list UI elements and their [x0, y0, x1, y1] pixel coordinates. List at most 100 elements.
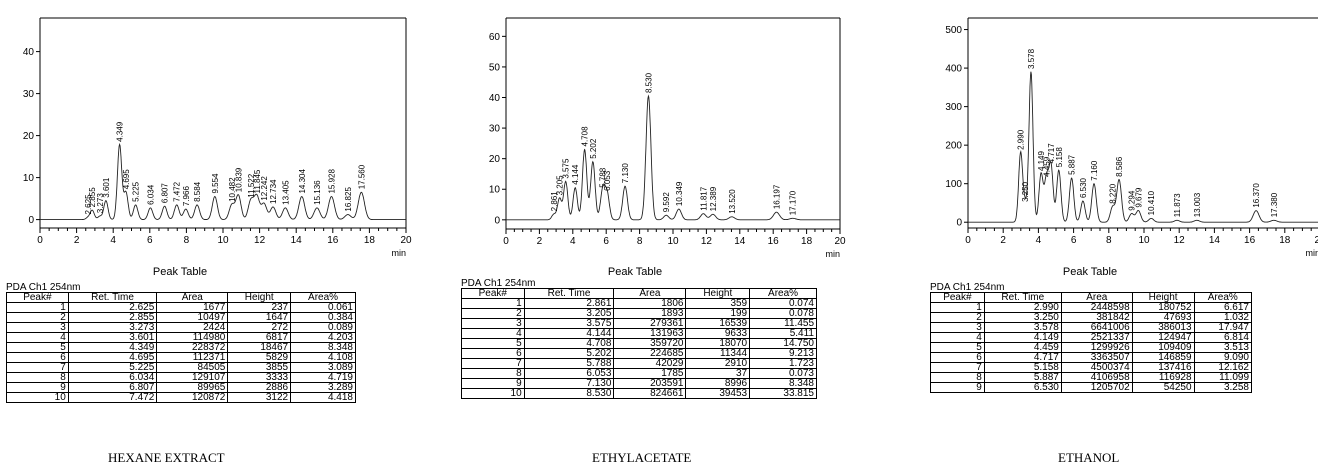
peak-label: 13.520	[728, 189, 737, 214]
table-cell: 2910	[685, 358, 751, 369]
table-cell: 3363507	[1060, 352, 1133, 363]
table-row: 6 4.695 112371 5829 4.108	[6, 352, 356, 363]
peak-label: 14.304	[298, 168, 307, 193]
peak-label: 3.575	[562, 158, 571, 179]
table-cell: 3.205	[523, 308, 615, 319]
table-cell: 4.349	[67, 342, 158, 353]
detector-label: PDA Ch1 254nm	[6, 282, 81, 293]
column-header: Area%	[290, 292, 356, 303]
x-tick-label: 6	[603, 236, 609, 247]
peak-table: Peak# Ret. Time Area Height Area% 1 2.990 24485…	[930, 292, 1253, 393]
table-cell: 3855	[227, 362, 292, 373]
detector-label: PDA Ch1 254nm	[461, 278, 536, 289]
x-axis-label: min	[391, 248, 406, 258]
table-cell: 6.530	[983, 382, 1062, 393]
table-cell: 824661	[613, 388, 687, 399]
table-cell: 3.601	[67, 332, 158, 343]
table-cell: 2.625	[67, 302, 158, 313]
table-cell: 279361	[613, 318, 687, 329]
peak-label: 5.158	[1055, 147, 1064, 168]
table-cell: 39453	[685, 388, 751, 399]
table-cell: 6.053	[523, 368, 615, 379]
table-cell: 7.130	[523, 378, 615, 389]
x-tick-label: 8	[637, 236, 643, 247]
table-cell: 8	[930, 372, 985, 383]
peak-label: 9.294	[1128, 190, 1137, 211]
table-cell: 5	[461, 338, 525, 349]
table-cell: 5.202	[523, 348, 615, 359]
peak-table: Peak# Ret. Time Area Height Area% 1 2.625 1677 2…	[6, 292, 356, 403]
table-cell: 109409	[1131, 342, 1195, 353]
peak-table-title: Peak Table	[152, 266, 208, 278]
peak-label: 6.807	[161, 183, 170, 204]
peak-label: 9.679	[1134, 187, 1143, 208]
column-header: Ret. Time	[67, 292, 158, 303]
peak-label: 15.928	[327, 168, 336, 193]
chromatogram-trace	[40, 142, 406, 221]
table-cell: 2.990	[983, 302, 1062, 313]
x-tick-label: 16	[327, 235, 339, 246]
table-cell: 4.203	[290, 332, 356, 343]
peak-label: 15.136	[313, 180, 322, 205]
peak-label: 8.586	[1115, 156, 1124, 177]
peak-label: 13.003	[1193, 192, 1202, 217]
x-tick-label: 14	[291, 235, 303, 246]
x-tick-label: 4	[1036, 235, 1042, 246]
table-cell: 3.089	[290, 362, 356, 373]
table-cell: 42029	[613, 358, 687, 369]
peak-label: 6.053	[603, 170, 612, 191]
detector-label: PDA Ch1 254nm	[930, 282, 1005, 293]
x-tick-label: 0	[503, 236, 509, 247]
column-header: Height	[227, 292, 292, 303]
table-cell: 8.348	[290, 342, 356, 353]
peak-label: 10.410	[1147, 190, 1156, 215]
table-cell: 4106958	[1060, 372, 1133, 383]
peak-label: 10.839	[234, 167, 243, 192]
table-cell: 3.578	[983, 322, 1062, 333]
table-row: 3 3.578 6641006 386013 17.947	[930, 322, 1253, 333]
peak-label: 12.389	[709, 186, 718, 211]
table-cell: 8.530	[523, 388, 615, 399]
table-cell: 180752	[1131, 302, 1195, 313]
table-cell: 8996	[685, 378, 751, 389]
table-cell: 4	[930, 332, 985, 343]
table-row: 2 2.855 10497 1647 0.384	[6, 312, 356, 323]
table-cell: 11.099	[1193, 372, 1253, 383]
column-header: Area%	[749, 288, 817, 299]
x-tick-label: 14	[1209, 235, 1221, 246]
peak-label: 10.482	[228, 177, 237, 202]
y-tick-label: 300	[945, 102, 962, 113]
table-cell: 5829	[227, 352, 292, 363]
table-cell: 18467	[227, 342, 292, 353]
table-cell: 54250	[1131, 382, 1195, 393]
table-cell: 12.162	[1193, 362, 1253, 373]
x-tick-label: 10	[1138, 235, 1150, 246]
peak-table-title: Peak Table	[1062, 266, 1118, 278]
peak-label: 3.601	[102, 177, 111, 198]
peak-label: 11.522	[247, 173, 256, 197]
table-cell: 2886	[227, 382, 292, 393]
x-tick-label: 18	[364, 235, 376, 246]
table-cell: 4.144	[523, 328, 615, 339]
table-row: 7 5.225 84505 3855 3.089	[6, 362, 356, 373]
peak-label: 7.966	[182, 186, 191, 207]
column-header: Ret. Time	[983, 292, 1062, 303]
peak-label: 8.220	[1109, 183, 1118, 204]
table-cell: 2	[6, 312, 69, 323]
table-row: 8 6.034 129107 3333 4.719	[6, 372, 356, 383]
table-cell: 1647	[227, 312, 292, 323]
peak-label: 4.459	[1042, 156, 1051, 177]
peak-label: 6.034	[146, 184, 155, 205]
peak-label: 3.250	[1021, 181, 1030, 202]
table-cell: 6	[6, 352, 69, 363]
column-header: Peak#	[6, 292, 69, 303]
table-cell: 114980	[156, 332, 229, 343]
table-cell: 4.717	[983, 352, 1062, 363]
y-tick-label: 0	[494, 215, 500, 226]
table-row: 7 5.158 4500374 137416 12.162	[930, 362, 1253, 373]
table-cell: 8	[461, 368, 525, 379]
table-cell: 5	[930, 342, 985, 353]
table-row: 6 5.202 224685 11344 9.213	[461, 348, 817, 359]
table-row: 6 4.717 3363507 146859 9.090	[930, 352, 1253, 363]
table-cell: 37	[685, 368, 751, 379]
